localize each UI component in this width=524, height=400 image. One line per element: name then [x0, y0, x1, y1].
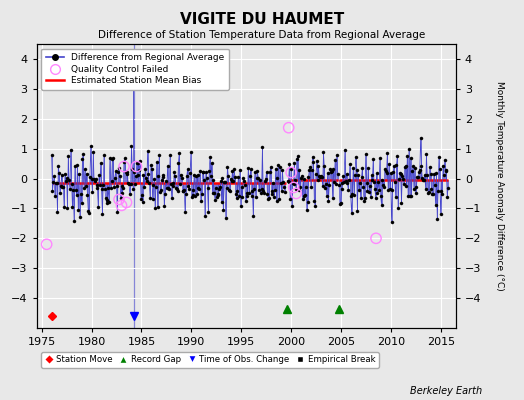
Point	[287, 169, 296, 176]
Point	[132, 163, 140, 170]
Point	[289, 184, 298, 191]
Y-axis label: Monthly Temperature Anomaly Difference (°C): Monthly Temperature Anomaly Difference (…	[495, 81, 504, 291]
Point	[372, 235, 380, 242]
Text: VIGITE DU HAUMET: VIGITE DU HAUMET	[180, 12, 344, 27]
Point	[292, 190, 300, 197]
Point	[285, 124, 293, 131]
Point	[42, 241, 51, 248]
Text: Berkeley Earth: Berkeley Earth	[410, 386, 482, 396]
Point	[130, 62, 138, 68]
Point	[117, 202, 126, 209]
Point	[120, 163, 128, 170]
Point	[115, 196, 123, 203]
Legend: Station Move, Record Gap, Time of Obs. Change, Empirical Break: Station Move, Record Gap, Time of Obs. C…	[41, 352, 379, 368]
Point	[122, 199, 130, 206]
Text: Difference of Station Temperature Data from Regional Average: Difference of Station Temperature Data f…	[99, 30, 425, 40]
